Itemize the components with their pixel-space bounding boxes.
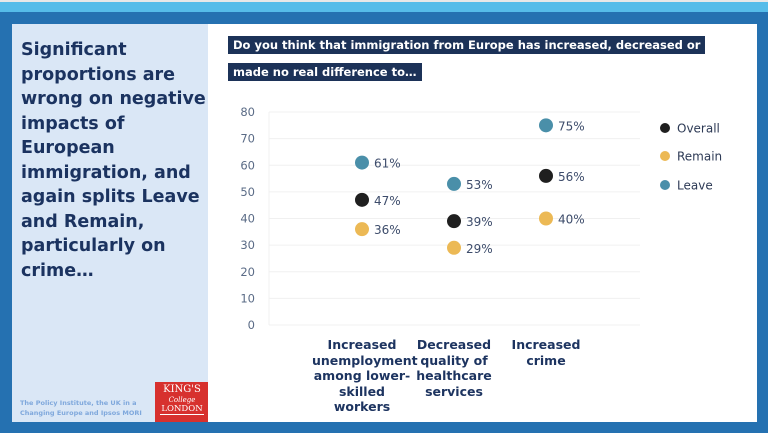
y-tick-label: 50 — [240, 185, 255, 199]
question-line1: Do you think that immigration from Europ… — [228, 36, 706, 54]
data-label: 56% — [558, 170, 585, 184]
headline: Significant proportions are wrong on neg… — [21, 40, 206, 281]
point-remain — [539, 211, 553, 226]
logo-line3: LONDON — [160, 404, 204, 415]
data-label: 47% — [374, 194, 401, 208]
y-tick-label: 80 — [240, 105, 255, 119]
question-line2: made no real difference to… — [228, 63, 422, 81]
data-label: 36% — [374, 223, 401, 237]
y-tick-label: 0 — [248, 318, 255, 332]
point-remain — [447, 240, 461, 255]
legend-label: Remain — [677, 150, 722, 164]
point-overall — [355, 192, 369, 207]
logo-line2: College — [168, 396, 196, 404]
legend-marker-remain — [660, 151, 670, 161]
x-category-label: Increased unemployment among lower-skill… — [312, 337, 418, 414]
data-label: 61% — [374, 157, 401, 171]
y-tick-label: 10 — [240, 291, 255, 305]
chart-area: Do you think that immigration from Europ… — [208, 24, 757, 422]
point-overall — [539, 168, 553, 183]
legend-label: Overall — [677, 122, 720, 136]
point-overall — [447, 214, 461, 229]
kings-college-london-logo: KING'S College LONDON — [155, 382, 209, 422]
logo-line1: KING'S — [163, 384, 201, 395]
data-label: 53% — [466, 178, 493, 192]
data-label: 75% — [558, 119, 585, 133]
point-remain — [355, 222, 369, 237]
point-leave — [539, 118, 553, 133]
legend-label: Leave — [677, 179, 713, 193]
y-tick-label: 70 — [240, 132, 255, 146]
source-credit: The Policy Institute, the UK in a Changi… — [20, 399, 142, 417]
point-leave — [447, 176, 461, 191]
x-category-label: Decreased quality of healthcare services — [416, 337, 492, 399]
data-label: 40% — [558, 213, 585, 227]
x-category-label: Increased crime — [511, 337, 581, 368]
y-tick-label: 40 — [240, 212, 255, 226]
y-tick-label: 60 — [240, 158, 255, 172]
data-label: 29% — [466, 242, 493, 256]
top-strip — [0, 0, 768, 12]
legend-marker-leave — [660, 180, 670, 190]
left-panel: Significant proportions are wrong on neg… — [12, 24, 208, 422]
data-label: 39% — [466, 215, 493, 229]
y-tick-label: 30 — [240, 238, 255, 252]
y-tick-label: 20 — [240, 265, 255, 279]
scatter-chart: 0 10 20 30 40 50 60 70 80 47% 39% 56% Overall 36% 29% 4… — [240, 105, 722, 332]
legend-marker-overall — [660, 123, 670, 133]
point-leave — [355, 155, 369, 170]
